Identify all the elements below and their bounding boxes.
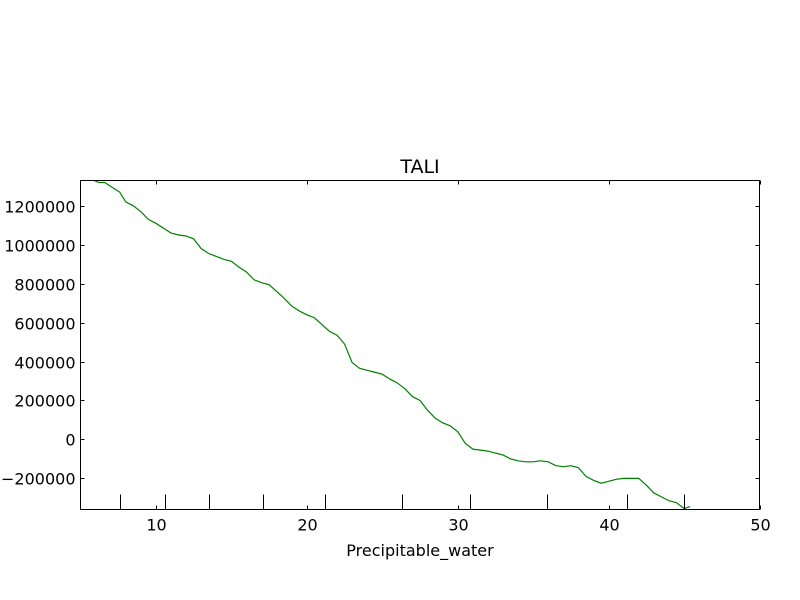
plot-area <box>93 180 691 510</box>
plot-frame <box>80 180 760 510</box>
y-tick-label: 800000 <box>14 276 75 295</box>
y-tick-label: 600000 <box>14 315 75 334</box>
chart-title: TALI <box>399 156 439 178</box>
y-tick-label: −200000 <box>1 470 75 489</box>
y-tick-label: 200000 <box>14 392 75 411</box>
axes: 10 20 30 40 50 −200000 0 200000 400000 600000 8000… <box>1 180 771 535</box>
y-tick-label: 1000000 <box>4 237 75 256</box>
series-line-0 <box>93 180 691 510</box>
x-tick-label: 40 <box>599 516 619 535</box>
x-axis-label: Precipitable_water <box>346 541 494 561</box>
x-tick-label: 10 <box>146 516 166 535</box>
y-tick-label: 1200000 <box>4 198 75 217</box>
y-tick-label: 0 <box>65 431 75 450</box>
x-tick-label: 50 <box>750 516 770 535</box>
x-tick-label: 20 <box>297 516 317 535</box>
x-tick-label: 30 <box>448 516 468 535</box>
y-tick-label: 400000 <box>14 354 75 373</box>
